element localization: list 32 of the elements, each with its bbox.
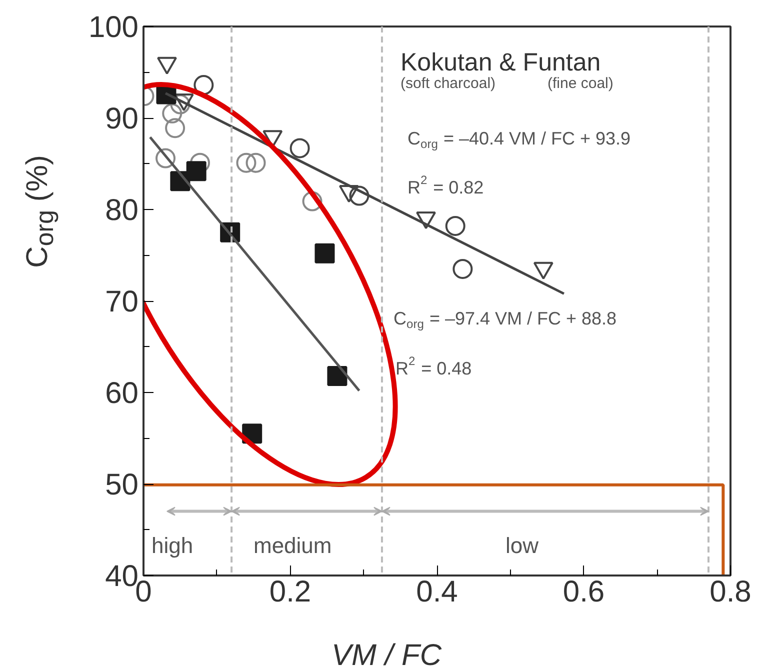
point [186, 161, 206, 182]
x-tick-label: 0.4 [416, 576, 458, 608]
annotation: low [506, 533, 539, 558]
point [452, 258, 473, 279]
x-tick-label: 0.6 [562, 576, 605, 608]
x-tick-label: 0.2 [269, 576, 312, 608]
x-axis-title: VM / FC [330, 638, 442, 668]
annotation: medium [254, 533, 332, 558]
y-tick-label: 50 [105, 468, 139, 502]
point [246, 152, 266, 173]
point [327, 366, 348, 386]
annotation: Kokutan & Funtan [400, 48, 601, 76]
point [314, 243, 335, 264]
point [165, 118, 186, 138]
y-tick-label: 70 [105, 286, 139, 318]
point [290, 138, 310, 158]
point [445, 216, 466, 236]
point [170, 94, 190, 114]
y-tick-label: 60 [105, 377, 139, 410]
point [190, 152, 210, 173]
point [162, 103, 182, 124]
x-tick-label: 0.8 [710, 576, 752, 608]
point [302, 191, 322, 212]
y-tick-label: 80 [105, 194, 139, 227]
point [349, 186, 370, 206]
annotation: high [152, 533, 194, 558]
point [156, 148, 176, 168]
y-tick-label: 100 [88, 11, 139, 44]
annotation: (soft charcoal) [400, 75, 496, 92]
y-tick-label: 90 [105, 102, 139, 136]
annotation: (fine coal) [548, 75, 614, 92]
point [236, 152, 256, 173]
